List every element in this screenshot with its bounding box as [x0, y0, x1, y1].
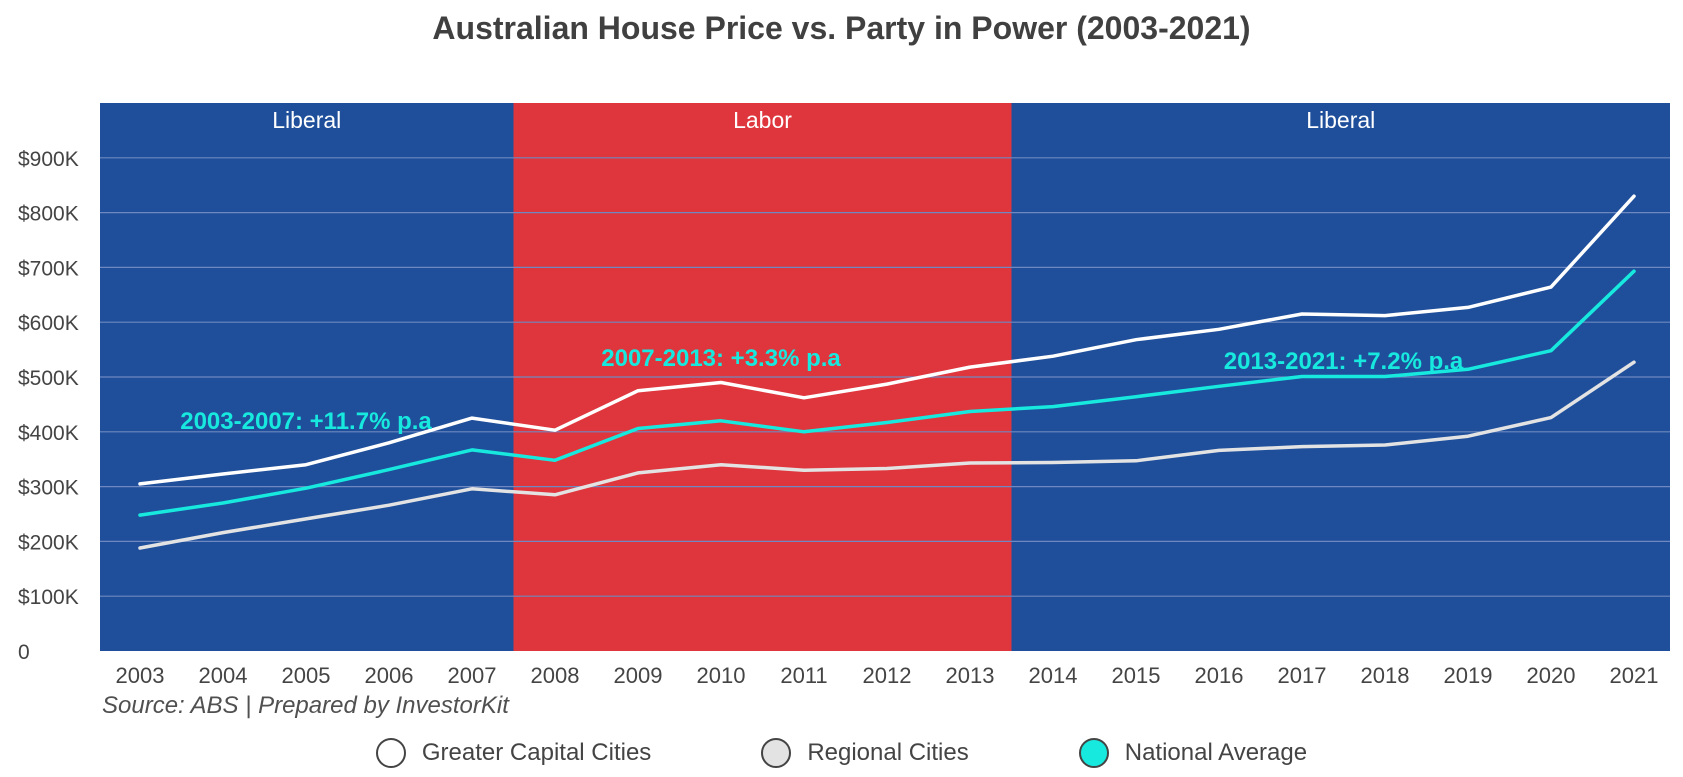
growth-annotations: 2003-2007: +11.7% p.a 2007-2013: +3.3% p.… [180, 345, 1464, 435]
x-tick-label: 2018 [1361, 663, 1410, 688]
y-tick-label: $200K [18, 531, 79, 554]
legend-item-regional-cities[interactable]: Regional Cities [761, 738, 969, 768]
source-note: Source: ABS | Prepared by InvestorKit [102, 692, 509, 719]
y-tick-label: 0 [18, 641, 30, 664]
x-tick-label: 2003 [116, 663, 165, 688]
x-tick-label: 2017 [1278, 663, 1327, 688]
y-axis-ticks: 0 $100K $200K $300K $400K $500K $600K $700K $800… [18, 148, 79, 664]
y-tick-label: $800K [18, 203, 79, 226]
period-labels: Liberal Labor Liberal [272, 107, 1375, 133]
legend-item-greater-capital-cities[interactable]: Greater Capital Cities [375, 738, 652, 768]
growth-annotation: 2013-2021: +7.2% p.a [1224, 348, 1464, 375]
y-tick-label: $400K [18, 422, 79, 445]
legend-swatch [761, 738, 792, 768]
legend-swatch [375, 738, 406, 768]
x-tick-label: 2019 [1444, 663, 1493, 688]
x-tick-label: 2006 [365, 663, 414, 688]
x-tick-label: 2014 [1029, 663, 1078, 688]
legend: Greater Capital Cities Regional Cities N… [0, 738, 1683, 768]
x-tick-label: 2016 [1195, 663, 1244, 688]
x-tick-label: 2005 [282, 663, 331, 688]
x-tick-label: 2008 [531, 663, 580, 688]
x-tick-label: 2021 [1610, 663, 1659, 688]
x-tick-label: 2012 [863, 663, 912, 688]
legend-label: National Average [1124, 739, 1308, 766]
x-tick-label: 2007 [448, 663, 497, 688]
x-tick-label: 2013 [946, 663, 995, 688]
greater-capital-cities-line [138, 194, 1636, 486]
legend-label: Greater Capital Cities [421, 739, 652, 766]
period-label: Labor [733, 107, 792, 133]
legend-swatch [1078, 738, 1109, 768]
series-lines [138, 194, 1636, 550]
growth-annotation: 2007-2013: +3.3% p.a [601, 345, 841, 372]
y-tick-label: $900K [18, 148, 79, 171]
x-tick-label: 2009 [614, 663, 663, 688]
period-label: Liberal [1306, 107, 1375, 133]
regional-cities-line [138, 360, 1636, 550]
y-tick-label: $500K [18, 367, 79, 390]
x-tick-label: 2015 [1112, 663, 1161, 688]
chart-title: Australian House Price vs. Party in Powe… [432, 10, 1251, 46]
y-tick-label: $600K [18, 312, 79, 335]
gridlines [100, 157, 1670, 597]
x-axis-ticks: 2003 2004 2005 2006 2007 2008 2009 2010 2011 2012… [116, 663, 1659, 688]
growth-annotation: 2003-2007: +11.7% p.a [180, 408, 432, 435]
y-tick-label: $700K [18, 257, 79, 280]
x-tick-label: 2010 [697, 663, 746, 688]
x-tick-label: 2011 [780, 663, 827, 688]
y-tick-label: $100K [18, 586, 79, 609]
legend-label: Regional Cities [807, 739, 969, 766]
national-average-line [138, 269, 1636, 517]
period-label: Liberal [272, 107, 341, 133]
y-tick-label: $300K [18, 477, 79, 500]
legend-item-national-average[interactable]: National Average [1078, 738, 1308, 768]
x-tick-label: 2020 [1527, 663, 1576, 688]
x-tick-label: 2004 [199, 663, 248, 688]
